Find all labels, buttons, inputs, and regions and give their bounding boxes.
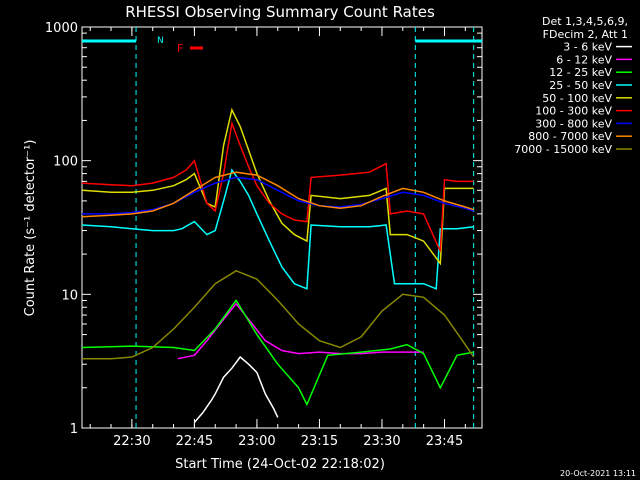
y-tick-label: 10 (61, 288, 78, 303)
legend-entry-label: 50 - 100 keV (542, 92, 612, 105)
legend-header-line: Det 1,3,4,5,6,9, (542, 15, 628, 28)
plot-frame (81, 26, 483, 429)
legend-entry-label: 25 - 50 keV (549, 79, 612, 92)
legend-entry-label: 3 - 6 keV (563, 41, 612, 54)
legend-entry-label: 12 - 25 keV (549, 66, 612, 79)
legend-entry-label: 6 - 12 keV (556, 53, 612, 66)
legend-entry-label: 7000 - 15000 keV (514, 143, 612, 156)
x-tick-label: 23:00 (238, 434, 275, 449)
x-tick-label: 22:30 (113, 434, 150, 449)
series-line-4 (81, 107, 474, 266)
legend-header-line: FDecim 2, Att 1 (543, 28, 628, 41)
x-axis-label: Start Time (24-Oct-02 22:18:02) (175, 457, 385, 472)
y-axis-label: Count Rate (s⁻¹ detector⁻¹) (23, 140, 38, 317)
flare-flag-label: F (177, 42, 183, 55)
legend-entry-label: 800 - 7000 keV (528, 130, 612, 143)
series-line-3 (81, 168, 474, 290)
series-line-8 (81, 269, 475, 360)
plot-area: 1 10 100 1000 22:30 22:45 23:00 23:15 23:30 23:45… (45, 21, 483, 449)
series-line-1 (177, 302, 424, 360)
series-line-0 (193, 355, 279, 423)
series-line-6 (81, 176, 474, 215)
night-flag-label: N (157, 36, 164, 46)
series-line-5 (81, 120, 474, 252)
chart-title: RHESSI Observing Summary Count Rates (125, 3, 435, 21)
x-tick-label: 23:30 (363, 434, 400, 449)
y-tick-label: 100 (53, 155, 78, 170)
y-tick-label: 1 (70, 422, 78, 437)
legend-entry-label: 100 - 300 keV (535, 105, 612, 118)
series-line-2 (81, 299, 474, 407)
x-tick-label: 23:15 (301, 434, 338, 449)
x-tick-label: 23:45 (426, 434, 463, 449)
legend: Det 1,3,4,5,6,9,FDecim 2, Att 13 - 6 keV… (514, 15, 632, 156)
series-line-7 (81, 171, 474, 218)
y-tick-label: 1000 (45, 21, 78, 36)
footer-date: 20-Oct-2021 13:11 (560, 469, 636, 478)
x-tick-label: 22:45 (176, 434, 213, 449)
legend-entry-label: 300 - 800 keV (535, 117, 612, 130)
